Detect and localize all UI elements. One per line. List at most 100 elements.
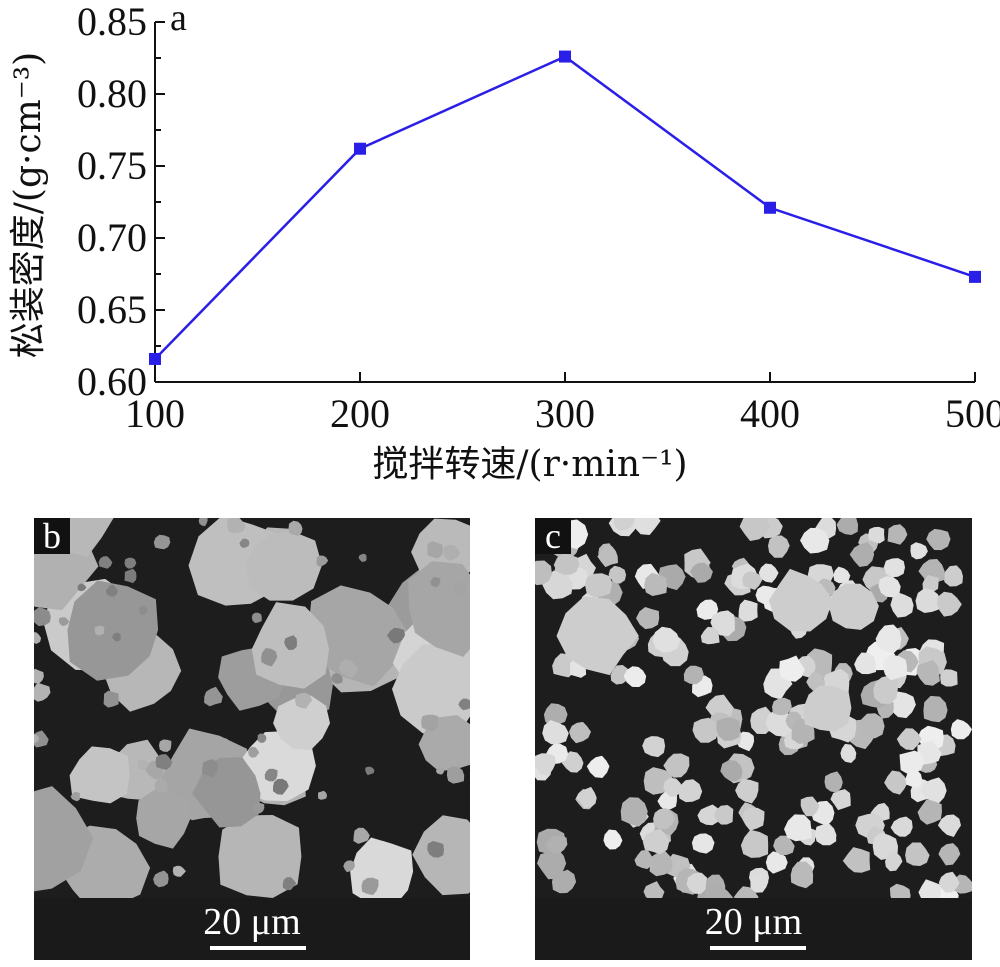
particle <box>365 766 375 776</box>
particle <box>218 815 302 898</box>
particle <box>910 542 928 560</box>
particle <box>613 518 635 531</box>
particle <box>800 527 830 554</box>
scale-bar-panel-b: 20 μm <box>34 898 470 960</box>
scale-bar-text-b: 20 μm <box>203 901 301 943</box>
particle <box>705 694 734 721</box>
y-tick-label: 0.80 <box>77 71 147 116</box>
particle <box>691 833 715 854</box>
particle <box>202 759 219 778</box>
y-axis-title: 松装密度/(g·cm⁻³) <box>8 52 49 358</box>
particle <box>686 872 708 894</box>
particle <box>918 879 941 905</box>
particle <box>644 572 667 596</box>
particle <box>905 842 930 866</box>
particle <box>678 779 703 803</box>
particle <box>273 778 289 795</box>
particle <box>878 576 901 598</box>
particle <box>603 829 623 850</box>
particle <box>239 538 250 548</box>
particle <box>663 777 684 797</box>
particle <box>889 691 916 719</box>
particle <box>652 626 681 653</box>
particle-texture-b <box>34 518 470 910</box>
particle <box>854 652 876 675</box>
particle <box>716 717 741 741</box>
particle <box>875 624 902 654</box>
particle <box>198 518 208 527</box>
particle <box>251 612 262 623</box>
particle <box>307 585 409 687</box>
y-tick-label: 0.85 <box>77 0 147 44</box>
particle <box>882 654 908 681</box>
particle <box>585 573 612 598</box>
particle <box>784 814 812 842</box>
axes: 0.60 0.65 0.70 0.75 0.80 0.85 100 200 300 400 500 <box>77 0 1000 436</box>
particle <box>689 562 713 583</box>
particle <box>750 872 769 893</box>
particle <box>772 697 792 716</box>
particle <box>720 760 743 782</box>
panel-label-c: c <box>535 518 571 554</box>
particle <box>653 808 676 830</box>
particle <box>124 568 137 584</box>
particle <box>942 565 963 587</box>
particle <box>358 553 367 562</box>
particle <box>69 746 130 804</box>
particle <box>873 675 899 704</box>
scale-bar-panel-c: 20 μm <box>535 898 972 960</box>
particle <box>642 736 666 758</box>
particle <box>153 870 169 888</box>
y-tick-label: 0.65 <box>77 287 147 332</box>
particle <box>561 751 584 773</box>
particle <box>896 728 922 751</box>
particle <box>836 518 859 535</box>
particle <box>884 770 908 795</box>
particle <box>553 553 580 575</box>
y-tick-label: 0.60 <box>77 359 147 404</box>
particle <box>790 861 814 889</box>
particle <box>124 557 137 569</box>
x-tick-label: 200 <box>330 391 390 436</box>
particle <box>77 583 87 592</box>
particle <box>159 739 172 752</box>
particle <box>204 686 223 707</box>
particle <box>446 766 465 784</box>
x-tick-label: 300 <box>535 391 595 436</box>
particle <box>765 851 788 874</box>
particle <box>849 542 875 567</box>
particle <box>537 849 567 880</box>
particle <box>137 759 149 771</box>
x-tick-label: 500 <box>945 391 1000 436</box>
particle <box>840 743 857 763</box>
particle <box>139 606 148 615</box>
particle <box>576 786 597 809</box>
particle <box>842 847 871 873</box>
particle <box>938 871 960 893</box>
particle <box>331 672 343 684</box>
particle <box>868 526 885 544</box>
particle <box>361 877 379 895</box>
data-point-marker <box>149 352 161 365</box>
scale-bar-line-b <box>210 946 306 950</box>
particle <box>545 835 568 854</box>
particle <box>353 827 370 844</box>
particle <box>58 617 70 626</box>
y-tick-label: 0.75 <box>77 143 147 188</box>
scale-bar-line-c <box>710 946 806 950</box>
particle <box>98 556 113 569</box>
particle <box>264 768 278 782</box>
particle <box>828 583 879 630</box>
particle <box>634 849 654 870</box>
data-point-marker <box>764 201 776 214</box>
particle <box>917 740 942 765</box>
particle <box>94 625 105 636</box>
particle <box>34 682 51 702</box>
particle <box>586 755 610 778</box>
particle <box>610 665 630 685</box>
particle <box>316 555 329 567</box>
particle <box>926 528 951 551</box>
particle <box>768 535 790 558</box>
particle <box>885 852 903 872</box>
particle <box>435 767 445 775</box>
